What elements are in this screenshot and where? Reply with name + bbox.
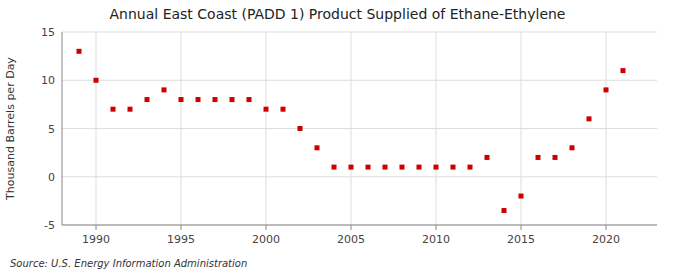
point — [315, 145, 320, 150]
x-tick — [521, 225, 522, 230]
x-grid-line — [606, 32, 607, 225]
y-grid-line — [62, 80, 657, 81]
point — [264, 107, 269, 112]
y-tick-label: 5 — [48, 123, 55, 136]
point — [536, 155, 541, 160]
y-grid-line — [62, 128, 657, 129]
source-note: Source: U.S. Energy Information Administ… — [10, 258, 247, 269]
y-tick-label: 10 — [41, 74, 55, 87]
x-tick-label: 2005 — [337, 233, 365, 246]
point — [468, 165, 473, 170]
point — [502, 208, 507, 213]
y-tick-label: -5 — [44, 219, 55, 232]
y-axis-label: Thousand Barrels per Day — [4, 57, 17, 201]
y-grid-line — [62, 176, 657, 177]
point — [366, 165, 371, 170]
point — [196, 97, 201, 102]
x-grid-line — [351, 32, 352, 225]
x-tick — [266, 225, 267, 230]
point — [332, 165, 337, 170]
background — [0, 0, 675, 275]
point — [179, 97, 184, 102]
point — [281, 107, 286, 112]
point — [383, 165, 388, 170]
x-tick-label: 1990 — [82, 233, 110, 246]
title: Annual East Coast (PADD 1) Product Suppl… — [110, 6, 566, 22]
x-tick-label: 2000 — [252, 233, 280, 246]
point — [417, 165, 422, 170]
y-tick-label: 15 — [41, 26, 55, 39]
point — [77, 49, 82, 54]
x-tick — [606, 225, 607, 230]
x-grid-line — [266, 32, 267, 225]
point — [400, 165, 405, 170]
point — [587, 116, 592, 121]
point — [230, 97, 235, 102]
point — [247, 97, 252, 102]
y-grid-line — [62, 225, 657, 226]
y-grid-line — [62, 32, 657, 33]
point — [519, 194, 524, 199]
x-tick-label: 2020 — [592, 233, 620, 246]
point — [451, 165, 456, 170]
point — [570, 145, 575, 150]
point — [162, 87, 167, 92]
point — [434, 165, 439, 170]
x-tick — [436, 225, 437, 230]
x-tick — [96, 225, 97, 230]
chart-svg: Annual East Coast (PADD 1) Product Suppl… — [0, 0, 675, 275]
x-grid-line — [436, 32, 437, 225]
x-grid-line — [96, 32, 97, 225]
point — [128, 107, 133, 112]
x-tick — [351, 225, 352, 230]
point — [213, 97, 218, 102]
chart-container: Annual East Coast (PADD 1) Product Suppl… — [0, 0, 675, 275]
point — [621, 68, 626, 73]
point — [111, 107, 116, 112]
point — [485, 155, 490, 160]
x-tick-label: 2010 — [422, 233, 450, 246]
point — [298, 126, 303, 131]
x-tick-label: 2015 — [507, 233, 535, 246]
y-axis-line — [62, 32, 63, 225]
grid — [62, 32, 657, 225]
point — [604, 87, 609, 92]
x-axis-line — [62, 225, 657, 226]
point — [145, 97, 150, 102]
points — [77, 49, 626, 213]
point — [349, 165, 354, 170]
x-tick — [181, 225, 182, 230]
x-grid-line — [181, 32, 182, 225]
point — [94, 78, 99, 83]
point — [553, 155, 558, 160]
y-tick-label: 0 — [48, 171, 55, 184]
x-tick-label: 1995 — [167, 233, 195, 246]
